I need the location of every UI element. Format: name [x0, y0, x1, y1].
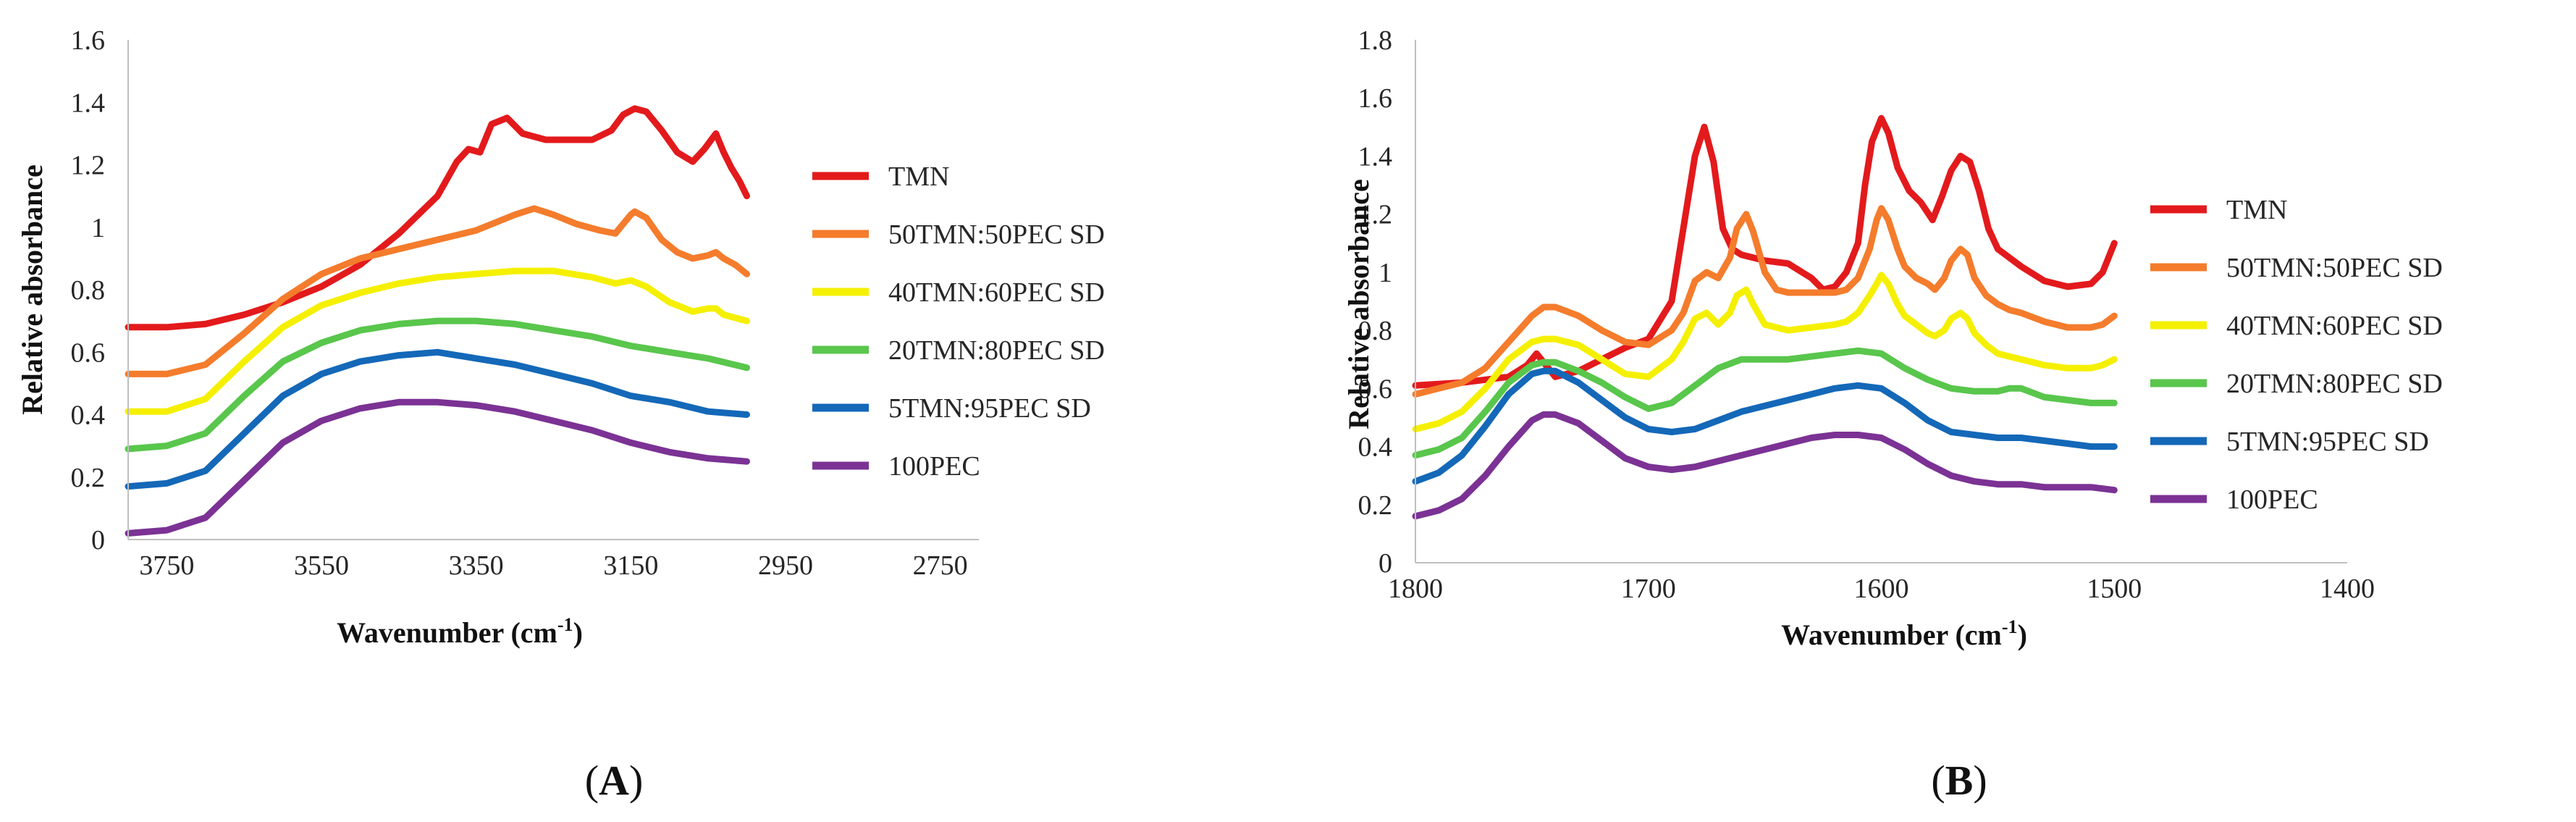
y-tick-label: 1 [91, 213, 105, 243]
series-line-40tmn-60pec-sd [125, 267, 750, 415]
y-tick-label: 1.2 [71, 151, 106, 181]
series-line-5tmn-95pec-sd [125, 348, 750, 490]
series-line-50tmn-50pec-sd [1412, 205, 2118, 398]
series-line-tmn [125, 105, 750, 331]
legend-label: 100PEC [888, 451, 980, 482]
legend-label: 20TMN:80PEC SD [888, 335, 1105, 366]
y-tick-label: 0.8 [71, 275, 106, 306]
chart-panel-a: 0 0.2 0.4 0.6 0.8 1 1.2 1.4 1.6 3750 3550 3350 3150… [16, 25, 1105, 649]
y-tick-label: 0.8 [1358, 316, 1393, 346]
legend-label: 100PEC [2226, 485, 2318, 515]
x-ticks-a: 3750 3550 3350 3150 2950 2750 [139, 550, 967, 581]
series-line-tmn [1412, 114, 2118, 389]
y-tick-label: 1.8 [1358, 25, 1393, 56]
panel-label-a: (A) [585, 757, 644, 804]
legend-label: 20TMN:80PEC SD [2226, 369, 2443, 399]
legend-label: 50TMN:50PEC SD [2226, 253, 2443, 283]
y-tick-label: 1.6 [71, 25, 106, 56]
y-tick-label: 0 [91, 525, 105, 555]
legend-label: 50TMN:50PEC SD [888, 219, 1105, 250]
chart-panel-b: 00.20.40.60.811.21.41.61.8 1800 1700 1600 1… [1342, 25, 2443, 651]
y-axis-title-a: Relative absorbance [16, 164, 49, 415]
legend-label: TMN [2226, 195, 2287, 225]
x-axis-title-a: Wavenumber (cm-1) [337, 614, 583, 649]
y-tick-label: 0.4 [1358, 432, 1393, 463]
series-layer-a [125, 105, 750, 537]
y-tick-label: 0.2 [1358, 490, 1393, 521]
y-ticks-a: 0 0.2 0.4 0.6 0.8 1 1.2 1.4 1.6 [71, 25, 106, 555]
y-axis-title-b: Relative absorbance [1342, 179, 1375, 429]
x-tick-label: 1700 [1621, 574, 1676, 604]
y-tick-label: 1.2 [1358, 200, 1393, 230]
series-line-100pec [125, 398, 750, 537]
x-axis-title-b: Wavenumber (cm-1) [1781, 616, 2027, 651]
legend-label: 40TMN:60PEC SD [888, 277, 1105, 308]
y-tick-label: 0.2 [71, 463, 106, 493]
x-tick-label: 1800 [1388, 574, 1443, 604]
series-line-20tmn-80pec-sd [125, 317, 750, 453]
series-line-40tmn-60pec-sd [1412, 272, 2118, 432]
x-tick-label: 1500 [2087, 574, 2142, 604]
x-tick-label: 1600 [1854, 574, 1909, 604]
x-tick-label: 3550 [294, 550, 349, 581]
legend-b: TMN 50TMN:50PEC SD 40TMN:60PEC SD 20TMN:80P… [2150, 195, 2443, 515]
series-line-5tmn-95pec-sd [1412, 367, 2118, 485]
y-tick-label: 1.4 [71, 88, 106, 118]
x-tick-label: 2750 [913, 550, 968, 581]
x-tick-label: 3150 [603, 550, 658, 581]
y-tick-label: 1.6 [1358, 83, 1393, 114]
legend-label: TMN [888, 162, 949, 192]
y-ticks-b: 0 0.2 0.4 0.6 0.8 1 1.2 1.4 1.6 1.8 [1358, 25, 1393, 579]
x-ticks-b: 1800 1700 1600 1500 1400 [1388, 574, 2375, 604]
legend-a: TMN 50TMN:50PEC SD 40TMN:60PEC SD 20TMN:80P… [812, 162, 1105, 482]
legend-label: 5TMN:95PEC SD [2226, 427, 2429, 457]
y-tick-label: 1 [1379, 258, 1392, 288]
panel-label-b: (B) [1931, 757, 1987, 804]
x-tick-label: 2950 [758, 550, 813, 581]
series-line-100pec [1412, 411, 2118, 520]
x-tick-label: 1400 [2320, 574, 2375, 604]
y-tick-label: 0.4 [71, 400, 106, 431]
y-tick-label: 0.6 [1358, 374, 1393, 404]
x-tick-label: 3350 [449, 550, 504, 581]
legend-label: 40TMN:60PEC SD [2226, 311, 2443, 341]
series-line-20tmn-80pec-sd [1412, 347, 2118, 459]
series-layer-b [1412, 114, 2118, 520]
y-tick-label: 0 [1379, 548, 1392, 579]
series-line-50tmn-50pec-sd [125, 205, 750, 377]
legend-label: 5TMN:95PEC SD [888, 393, 1091, 424]
x-tick-label: 3750 [139, 550, 194, 581]
y-tick-label: 1.4 [1358, 141, 1393, 172]
y-tick-label: 0.6 [71, 337, 106, 368]
